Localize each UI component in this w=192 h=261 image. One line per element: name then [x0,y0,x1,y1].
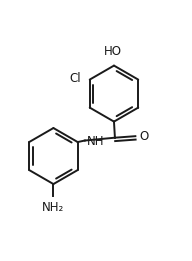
Text: NH₂: NH₂ [42,200,65,213]
Text: O: O [140,130,149,143]
Text: NH: NH [87,135,105,148]
Text: Cl: Cl [70,72,81,85]
Text: HO: HO [104,45,122,58]
